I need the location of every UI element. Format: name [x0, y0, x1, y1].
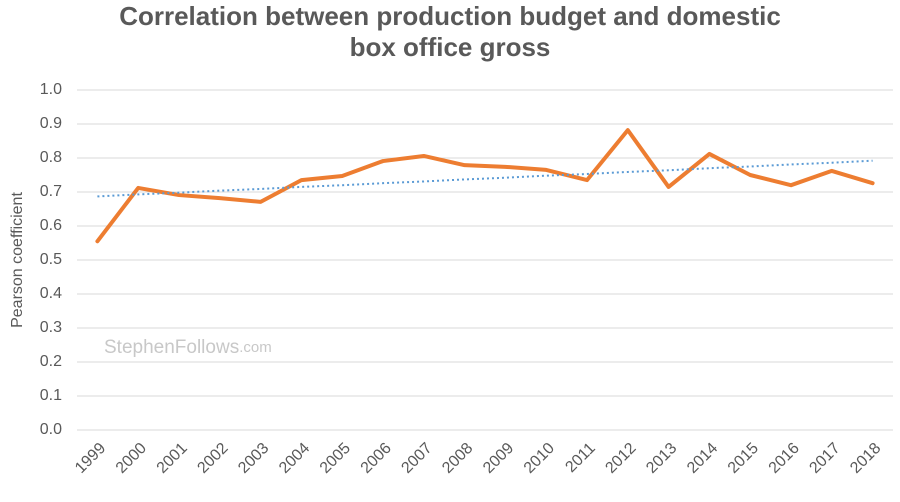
- x-tick-label: 2003: [235, 440, 272, 477]
- x-tick-label: 1999: [72, 440, 109, 477]
- y-tick-label: 0.4: [40, 285, 62, 302]
- x-tick-label: 2012: [602, 440, 639, 477]
- x-tick-label: 2014: [684, 440, 721, 477]
- x-tick-label: 2001: [154, 440, 191, 477]
- x-tick-label: 2010: [521, 440, 558, 477]
- x-tick-label: 2000: [113, 440, 150, 477]
- y-tick-label: 0.6: [40, 217, 62, 234]
- y-tick-label: 0.7: [40, 183, 62, 200]
- watermark-text: StephenFollows: [104, 337, 239, 358]
- x-tick-label: 2006: [358, 440, 395, 477]
- watermark-suffix: .com: [239, 339, 272, 356]
- data-line: [95, 128, 875, 244]
- x-tick-label: 2013: [643, 440, 680, 477]
- x-tick-label: 2017: [806, 440, 843, 477]
- x-tick-label: 2007: [398, 440, 435, 477]
- x-tick-label: 2005: [317, 440, 354, 477]
- y-tick-label: 1.0: [40, 81, 62, 98]
- y-tick-label: 0.1: [40, 387, 62, 404]
- x-tick-label: 2016: [766, 440, 803, 477]
- y-axis-label: Pearson coefficient: [9, 192, 26, 328]
- x-tick-label: 2018: [847, 440, 884, 477]
- y-tick-label: 0.2: [40, 353, 62, 370]
- y-tick-label: 0.3: [40, 319, 62, 336]
- y-tick-label: 0.0: [40, 421, 62, 438]
- watermark: StephenFollows.com: [104, 337, 272, 358]
- x-tick-label: 2011: [562, 440, 598, 476]
- x-tick-label: 2008: [439, 440, 476, 477]
- y-tick-label: 0.8: [40, 149, 62, 166]
- x-tick-label: 2015: [725, 440, 762, 477]
- chart-title: box office gross: [350, 32, 551, 62]
- x-tick-label: 2009: [480, 440, 517, 477]
- trend-line: [97, 159, 873, 198]
- chart-title: Correlation between production budget an…: [119, 1, 781, 31]
- y-tick-label: 0.9: [40, 115, 62, 132]
- y-tick-label: 0.5: [40, 251, 62, 268]
- x-tick-label: 2004: [276, 440, 313, 477]
- x-tick-label: 2002: [194, 440, 231, 477]
